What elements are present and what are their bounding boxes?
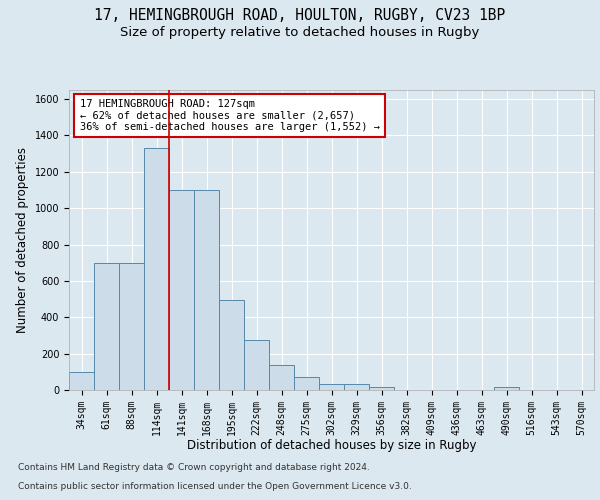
Bar: [169, 190, 194, 390]
Y-axis label: Number of detached properties: Number of detached properties: [16, 147, 29, 333]
Text: 17, HEMINGBROUGH ROAD, HOULTON, RUGBY, CV23 1BP: 17, HEMINGBROUGH ROAD, HOULTON, RUGBY, C…: [94, 8, 506, 22]
Bar: [94, 264, 119, 390]
Bar: [369, 388, 394, 390]
Text: Contains public sector information licensed under the Open Government Licence v3: Contains public sector information licen…: [18, 482, 412, 491]
Bar: [69, 372, 94, 390]
Bar: [194, 190, 219, 390]
Text: Size of property relative to detached houses in Rugby: Size of property relative to detached ho…: [121, 26, 479, 39]
Text: 17 HEMINGBROUGH ROAD: 127sqm
← 62% of detached houses are smaller (2,657)
36% of: 17 HEMINGBROUGH ROAD: 127sqm ← 62% of de…: [79, 99, 380, 132]
X-axis label: Distribution of detached houses by size in Rugby: Distribution of detached houses by size …: [187, 439, 476, 452]
Bar: [144, 148, 169, 390]
Bar: [244, 340, 269, 390]
Bar: [319, 384, 344, 390]
Bar: [269, 365, 294, 390]
Bar: [219, 300, 244, 390]
Bar: [294, 377, 319, 390]
Bar: [494, 388, 519, 390]
Text: Contains HM Land Registry data © Crown copyright and database right 2024.: Contains HM Land Registry data © Crown c…: [18, 464, 370, 472]
Bar: [344, 384, 369, 390]
Bar: [119, 264, 144, 390]
